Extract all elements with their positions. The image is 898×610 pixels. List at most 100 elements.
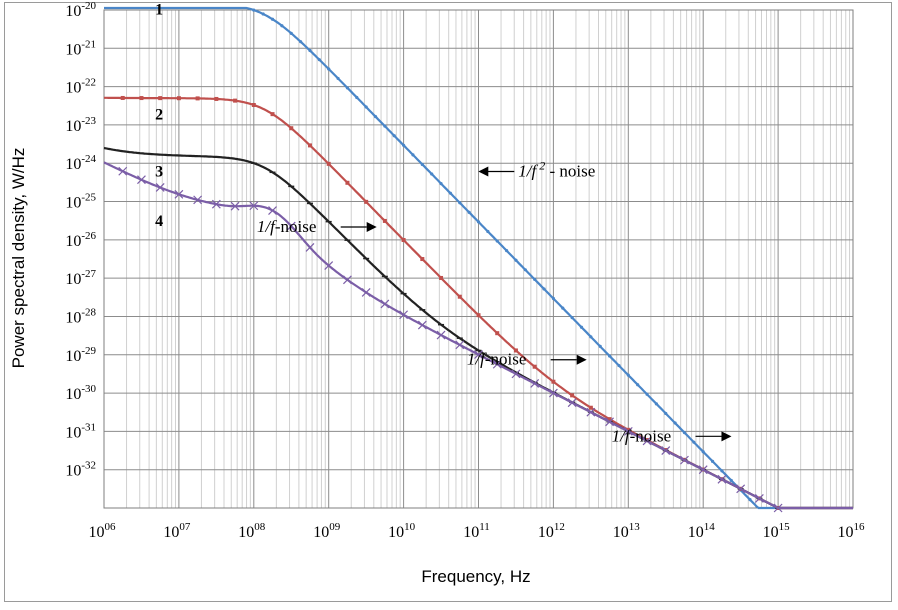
series-point-2 — [326, 161, 331, 166]
y-tick-label: 10-30 — [65, 383, 96, 403]
series-point-1 — [636, 383, 640, 387]
series-point-2 — [570, 393, 575, 398]
y-axis-ticks: 10-20 10-21 10-22 10-23 10-24 10-25 10-26 10-27… — [65, 0, 96, 480]
series-point-4 — [530, 379, 540, 388]
series-point-2 — [158, 96, 163, 101]
annotation-f1b: 1/f-noise — [467, 350, 587, 369]
series-point-4 — [605, 417, 614, 427]
series-point-4 — [698, 465, 708, 475]
series-point-2 — [607, 417, 612, 422]
series-point-2 — [214, 96, 219, 101]
y-tick-label: 10-28 — [65, 306, 96, 326]
series-point-1 — [720, 469, 724, 473]
series-point-1 — [617, 363, 621, 368]
series-point-2 — [401, 238, 406, 243]
series-point-2 — [120, 95, 125, 100]
series-point-4 — [193, 195, 203, 205]
series-point-1 — [458, 201, 462, 205]
annotation-text-f1a: 1/f-noise — [257, 217, 317, 236]
series-point-1 — [252, 8, 256, 12]
annotation-f1a: 1/f-noise — [257, 217, 377, 236]
series-point-4 — [118, 166, 128, 176]
y-tick-label: 10-21 — [65, 38, 96, 58]
annotation-text-f1c: 1/f-noise — [612, 426, 672, 445]
series-4 — [103, 161, 853, 513]
series-point-2 — [233, 98, 238, 103]
series-point-2 — [457, 294, 462, 299]
x-tick-label: 1009 — [313, 521, 341, 541]
series-point-2 — [551, 379, 556, 384]
series-point-1 — [664, 411, 668, 416]
curve-label-2: 2 — [155, 106, 163, 123]
series-point-4 — [492, 359, 502, 369]
x-tick-label: 1015 — [763, 521, 791, 541]
series-point-1 — [373, 114, 378, 119]
series-point-1 — [392, 134, 396, 138]
y-tick-label: 10-29 — [65, 345, 96, 365]
series-point-4 — [548, 388, 558, 398]
series-point-1 — [682, 430, 687, 435]
series-point-1 — [589, 335, 593, 339]
series-point-1 — [654, 402, 658, 406]
series-point-4 — [436, 330, 446, 340]
series-point-1 — [430, 172, 434, 176]
series-point-4 — [736, 484, 746, 494]
series-point-1 — [270, 17, 275, 21]
curve-labels: 1 2 3 4 — [155, 1, 163, 230]
series-point-1 — [261, 12, 265, 16]
series-point-1 — [673, 421, 677, 425]
series-point-1 — [476, 220, 481, 224]
series-point-1 — [729, 478, 733, 483]
series-point-1 — [411, 153, 415, 157]
series-point-4 — [661, 446, 671, 455]
annotation-text-f2: 1/f 2 - noise — [518, 159, 595, 181]
series-point-2 — [270, 112, 275, 117]
series-point-4 — [623, 426, 633, 436]
series-point-2 — [476, 313, 481, 318]
series-point-1 — [701, 450, 705, 454]
series-layer — [103, 6, 853, 513]
series-point-4 — [361, 288, 371, 297]
series-point-1 — [561, 306, 565, 310]
plot-area — [103, 9, 854, 509]
x-tick-label: 1011 — [463, 521, 490, 541]
annotation-text-f1b: 1/f-noise — [467, 350, 527, 369]
x-tick-label: 1008 — [238, 521, 265, 541]
series-point-4 — [249, 201, 259, 211]
series-point-4 — [474, 350, 483, 360]
y-tick-label: 10-27 — [65, 268, 96, 288]
y-tick-label: 10-26 — [65, 230, 96, 250]
series-point-4 — [680, 455, 689, 465]
series-point-2 — [139, 96, 144, 101]
series-point-1 — [289, 31, 293, 35]
series-point-1 — [439, 181, 443, 186]
series-point-4 — [155, 183, 165, 192]
series-point-1 — [355, 95, 359, 100]
series-point-2 — [345, 180, 350, 185]
series-point-4 — [417, 320, 427, 330]
arrow-head — [478, 166, 489, 177]
series-point-1 — [383, 124, 387, 128]
series-point-2 — [195, 96, 200, 101]
x-axis-title: Frequency, Hz — [421, 567, 530, 586]
series-point-1 — [626, 373, 630, 377]
arrow-head — [366, 222, 377, 233]
x-axis-ticks: 1006 1007 1008 1009 1010 1011 1012 1013 1014 1015… — [89, 521, 866, 541]
x-tick-label: 1016 — [838, 521, 866, 541]
series-point-2 — [176, 96, 181, 101]
series-point-4 — [773, 503, 783, 513]
series-point-2 — [626, 427, 631, 432]
annotation-f2: 1/f 2 - noise — [478, 159, 595, 181]
series-point-2 — [307, 143, 312, 148]
series-point-4 — [230, 201, 240, 211]
series-point-4 — [380, 299, 390, 309]
series-point-2 — [420, 257, 425, 262]
annotations: 1/f 2 - noise 1/f-noise 1/f-noise 1/f-noise — [257, 159, 732, 445]
x-tick-label: 1010 — [388, 521, 416, 541]
grid — [103, 9, 854, 509]
arrow-head — [721, 431, 732, 442]
series-point-2 — [532, 364, 537, 369]
x-tick-label: 1012 — [538, 521, 565, 541]
series-point-4 — [455, 340, 465, 350]
